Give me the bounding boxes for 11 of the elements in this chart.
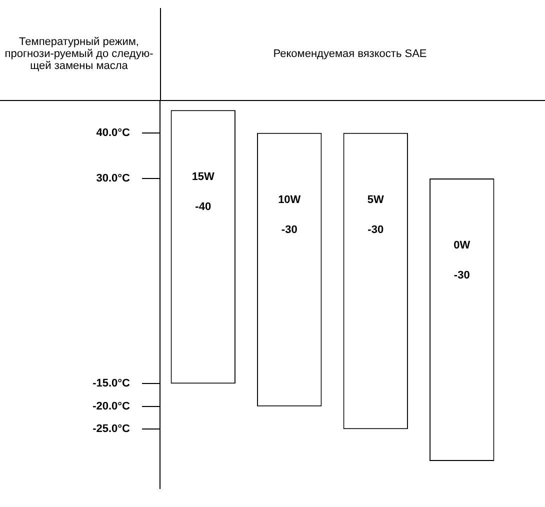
y-tick-label: 30.0°C — [96, 172, 130, 185]
chart-title: Рекомендуемая вязкость SAE — [272, 48, 428, 60]
category-label: 5W -30 — [367, 194, 384, 236]
y-tick-label: -15.0°C — [92, 378, 130, 390]
y-axis-title: Температурный режим, прогнози-руемый до следую-щей замены масла — [4, 36, 154, 72]
category-label: 0W -30 — [454, 239, 470, 282]
y-tick-label: -25.0°C — [92, 423, 130, 436]
category-label: 15W -40 — [192, 171, 214, 214]
y-tick-label: -20.0°C — [92, 400, 130, 412]
category-label: 10W -30 — [278, 194, 301, 236]
y-tick-label: 40.0°C — [96, 126, 130, 139]
